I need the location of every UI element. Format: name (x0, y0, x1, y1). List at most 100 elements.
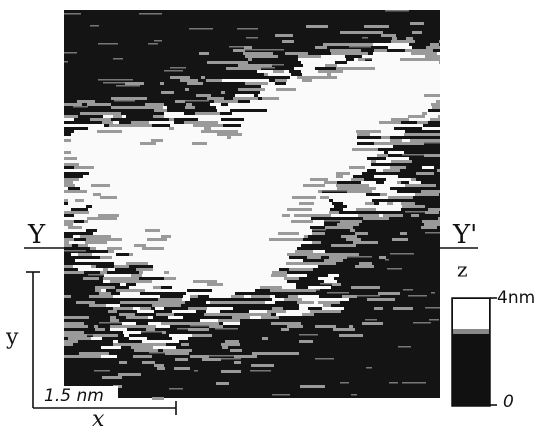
scan-streak (86, 148, 95, 151)
scan-streak (162, 232, 179, 235)
scan-streak (246, 64, 253, 67)
scan-streak (204, 322, 219, 325)
scan-streak (380, 139, 390, 142)
scan-streak (103, 217, 117, 220)
scan-streak (385, 106, 396, 109)
scan-streak (185, 142, 192, 145)
scan-streak (149, 121, 174, 124)
scan-streak (359, 76, 372, 79)
scan-streak (235, 139, 241, 142)
scan-streak (112, 127, 132, 130)
scan-streak (238, 163, 249, 166)
scan-streak (116, 85, 140, 87)
scan-streak (439, 61, 440, 64)
scan-streak (392, 37, 397, 40)
scan-streak (98, 214, 119, 217)
scan-streak (268, 82, 275, 85)
scan-streak (110, 202, 120, 205)
scan-streak (301, 61, 308, 64)
scan-streak (312, 241, 321, 244)
scan-streak (100, 271, 107, 274)
scan-streak (207, 61, 229, 64)
scan-streak (336, 184, 358, 187)
scan-streak (193, 247, 212, 250)
scan-streak (258, 94, 270, 97)
scan-streak (379, 88, 404, 91)
scan-streak (411, 214, 419, 217)
scan-streak (367, 298, 374, 301)
scan-streak (376, 115, 382, 118)
scan-streak (237, 187, 243, 190)
scan-streak (365, 58, 372, 60)
scan-streak (429, 172, 434, 175)
scan-streak (169, 166, 191, 169)
scan-streak (200, 193, 224, 196)
scan-streak (258, 148, 268, 151)
scan-streak (160, 82, 164, 85)
scan-streak (372, 97, 379, 100)
scan-streak (64, 139, 71, 142)
scan-streak (272, 151, 290, 154)
scan-streak (145, 160, 153, 163)
scan-streak (274, 184, 284, 187)
scan-streak (249, 184, 274, 187)
scan-streak (188, 139, 204, 142)
scan-streak (107, 241, 124, 244)
scan-streak (233, 142, 258, 145)
scan-streak (168, 220, 176, 223)
scan-streak (343, 70, 367, 73)
scan-streak (64, 181, 73, 184)
scan-streak (411, 178, 416, 181)
scan-streak (329, 91, 333, 94)
scan-streak (162, 217, 179, 220)
scan-streak (187, 247, 193, 250)
scan-streak (312, 118, 336, 121)
scan-streak (235, 94, 240, 97)
scan-streak (210, 292, 235, 295)
scan-streak (314, 301, 318, 304)
scan-streak (159, 274, 166, 277)
scan-streak (181, 343, 189, 346)
scan-streak (243, 217, 256, 220)
scan-streak (190, 160, 205, 163)
scan-streak (227, 238, 248, 241)
scan-streak (246, 37, 258, 39)
scan-streak (242, 133, 264, 136)
scan-streak (206, 301, 210, 304)
scan-streak (161, 184, 185, 187)
scan-streak (298, 55, 311, 58)
scan-streak (223, 181, 247, 184)
scan-streak (309, 187, 318, 190)
scan-streak (393, 76, 412, 79)
scan-streak (313, 112, 327, 115)
scan-streak (251, 265, 255, 268)
scan-streak (264, 124, 282, 127)
scan-streak (162, 244, 174, 247)
scan-streak (365, 79, 384, 82)
scan-streak (222, 346, 228, 349)
scan-streak (127, 160, 145, 163)
scan-streak (281, 259, 303, 262)
scan-streak (346, 109, 370, 112)
scan-streak (161, 136, 174, 139)
scan-streak (388, 196, 413, 199)
scan-streak (427, 112, 440, 115)
scan-streak (162, 220, 168, 223)
scan-streak (252, 280, 275, 283)
scan-streak (232, 151, 243, 154)
scan-streak (325, 64, 337, 67)
scan-streak (236, 301, 260, 304)
scan-streak (255, 229, 262, 232)
scan-streak (270, 289, 292, 292)
scan-streak (135, 196, 151, 199)
scan-streak (325, 226, 330, 229)
scan-streak (179, 196, 199, 199)
scan-streak (84, 202, 93, 205)
scan-streak (218, 154, 224, 157)
scan-streak (376, 124, 394, 127)
scan-streak (365, 139, 380, 142)
scan-streak (122, 322, 128, 325)
scan-streak (87, 178, 108, 181)
scan-streak (107, 247, 122, 250)
scan-streak (154, 364, 164, 367)
